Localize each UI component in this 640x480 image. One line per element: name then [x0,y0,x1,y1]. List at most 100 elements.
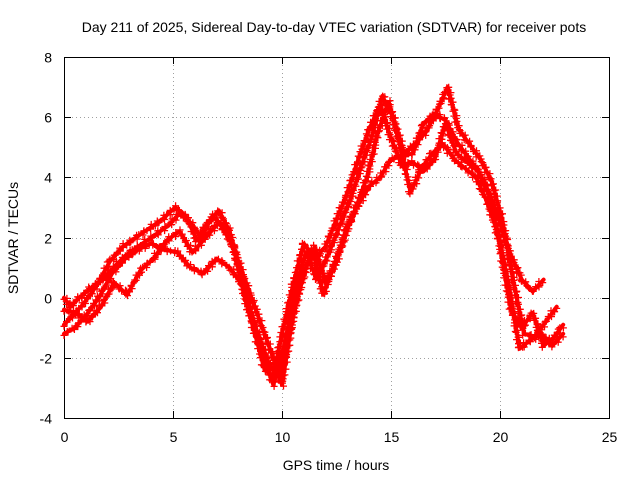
data-point [446,85,450,89]
series-track-c [60,97,567,384]
data-point [435,109,439,113]
data-point [201,272,206,276]
chart-title: Day 211 of 2025, Sidereal Day-to-day VTE… [82,19,586,35]
data-point [321,293,325,297]
data-point [542,278,546,282]
x-tick-label: 15 [384,429,400,445]
series-markers [60,97,567,384]
data-point [324,281,328,285]
data-point [269,350,273,354]
data-point [476,169,480,173]
data-point [400,154,404,158]
data-point [243,278,247,282]
data-point [86,320,90,324]
y-axis-label: SDTVAR / TECUs [5,182,21,294]
data-point [134,235,138,240]
data-point [334,260,339,264]
data-point [424,130,428,134]
data-point [334,217,339,222]
x-tick-label: 10 [275,429,291,445]
data-point [511,278,515,282]
data-point [230,241,234,246]
data-point [443,118,448,122]
data-point [82,302,86,306]
data-point [478,157,482,161]
y-tick-label: -2 [40,351,53,367]
data-point [520,278,524,282]
data-point [531,290,535,294]
data-point [337,226,341,231]
data-point [302,241,306,246]
data-point [509,308,513,312]
data-point [167,223,171,228]
data-point [522,332,526,336]
data-point [147,226,151,231]
tick-layer: 0 5 10 15 20 25 -4 -2 0 2 4 6 8 [40,50,618,446]
data-point [369,136,373,140]
series-track-b [60,83,561,390]
data-point [110,272,114,276]
data-point [123,257,127,261]
data-point [433,112,437,116]
data-point [173,205,177,209]
x-tick-label: 5 [170,429,178,445]
data-point [345,223,349,228]
y-tick-label: 4 [44,170,52,186]
data-point [467,142,472,146]
data-point [411,151,415,155]
data-point [398,142,402,146]
data-point [454,139,458,143]
y-tick-label: 8 [44,50,52,66]
data-point [474,175,478,179]
data-point [77,296,81,300]
data-point [62,332,66,336]
data-point [348,199,352,203]
data-point [378,175,382,179]
data-point [112,281,116,285]
y-tick-label: -4 [40,411,53,427]
data-point [422,121,426,125]
data-point [108,260,112,264]
data-point [256,314,260,318]
data-point [542,344,546,348]
data-point [452,157,456,161]
data-point [97,296,101,300]
series-layer [60,83,567,390]
data-point [389,157,393,161]
data-point [125,293,129,297]
data-point [188,266,192,270]
x-tick-label: 20 [493,429,509,445]
data-point [520,326,524,330]
series-line [62,100,566,381]
data-point [136,247,140,252]
data-point [206,220,210,225]
data-point [457,127,461,131]
data-point [149,241,153,246]
data-point [528,338,533,342]
data-point [430,151,434,155]
data-point [164,238,169,243]
data-point [550,344,554,348]
data-point [99,305,103,309]
data-point [518,347,522,351]
data-point [389,136,393,140]
data-point [68,305,73,309]
data-point [138,269,142,273]
data-point [419,166,424,170]
data-point [463,166,467,170]
data-point [62,308,66,312]
data-point [555,305,559,309]
data-point [531,311,535,315]
data-point [254,326,258,330]
data-point [291,314,295,318]
x-tick-label: 0 [61,429,69,445]
data-point [485,199,489,203]
data-point [365,175,369,179]
data-point [441,142,445,146]
data-point [217,220,221,225]
data-point [154,232,158,237]
data-point [73,311,77,315]
data-point [73,326,77,330]
data-point [121,244,125,249]
